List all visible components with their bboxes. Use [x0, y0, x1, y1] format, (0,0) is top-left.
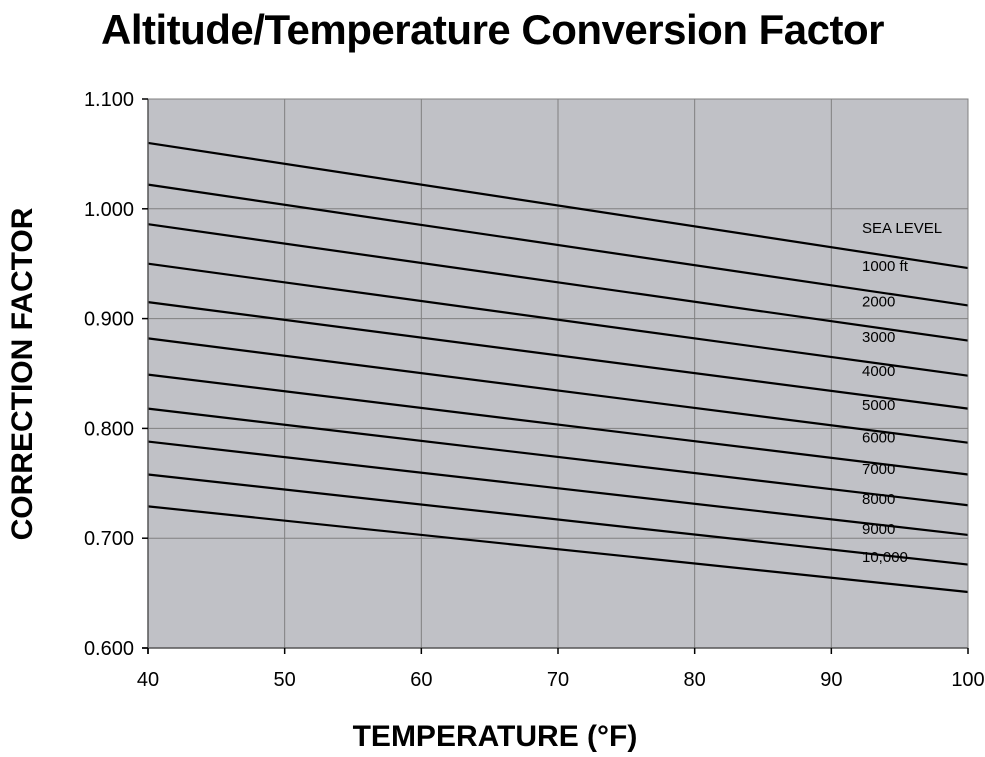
series-label-0: SEA LEVEL	[862, 220, 942, 237]
y-axis-title: CORRECTION FACTOR	[6, 207, 39, 540]
series-line-4	[147, 301, 969, 410]
series-label-2: 2000	[862, 294, 895, 311]
series-label-3: 3000	[862, 329, 895, 346]
y-tick-label-0: 0.600	[84, 638, 134, 660]
x-axis-title: TEMPERATURE (°F)	[353, 720, 638, 753]
series-line-6	[147, 373, 969, 476]
x-axis-ticks: 40 50 60 70 80 90 100	[137, 648, 985, 691]
series-line-10	[147, 505, 969, 594]
x-tick-label-1: 50	[274, 669, 296, 691]
x-tick-label-4: 80	[684, 669, 706, 691]
y-tick-label-1: 0.700	[84, 528, 134, 550]
y-tick-label-4: 1.000	[84, 199, 134, 221]
series-line-5	[147, 337, 969, 444]
series-label-10: 10,000	[862, 549, 908, 566]
y-tick-label-5: 1.100	[84, 89, 134, 111]
series-line-9	[147, 473, 969, 566]
series-label-6: 6000	[862, 430, 895, 447]
series-line-2	[147, 223, 969, 342]
y-tick-label-2: 0.800	[84, 418, 134, 440]
chart-title: Altitude/Temperature Conversion Factor	[100, 6, 885, 53]
series-line-0	[147, 141, 969, 270]
x-tick-label-0: 40	[137, 669, 159, 691]
series-line-1	[147, 183, 969, 307]
x-tick-label-3: 70	[547, 669, 569, 691]
series-line-3	[147, 262, 969, 377]
x-tick-label-5: 90	[820, 669, 842, 691]
series-label-1: 1000 ft	[862, 258, 909, 275]
series-label-5: 5000	[862, 397, 895, 414]
series-label-4: 4000	[862, 363, 895, 380]
x-tick-label-6: 100	[951, 669, 984, 691]
y-axis-ticks: 0.600 0.700 0.800 0.900 1.000 1.100	[84, 89, 148, 660]
series-label-7: 7000	[862, 461, 895, 478]
series-label-9: 9000	[862, 521, 895, 538]
series-line-8	[147, 440, 969, 536]
x-tick-label-2: 60	[410, 669, 432, 691]
series-label-8: 8000	[862, 491, 895, 508]
series-lines	[147, 141, 969, 594]
series-labels: SEA LEVEL 1000 ft 2000 3000 4000 5000 6000 7000…	[862, 220, 942, 566]
series-line-7	[147, 407, 969, 507]
y-tick-label-3: 0.900	[84, 309, 134, 331]
